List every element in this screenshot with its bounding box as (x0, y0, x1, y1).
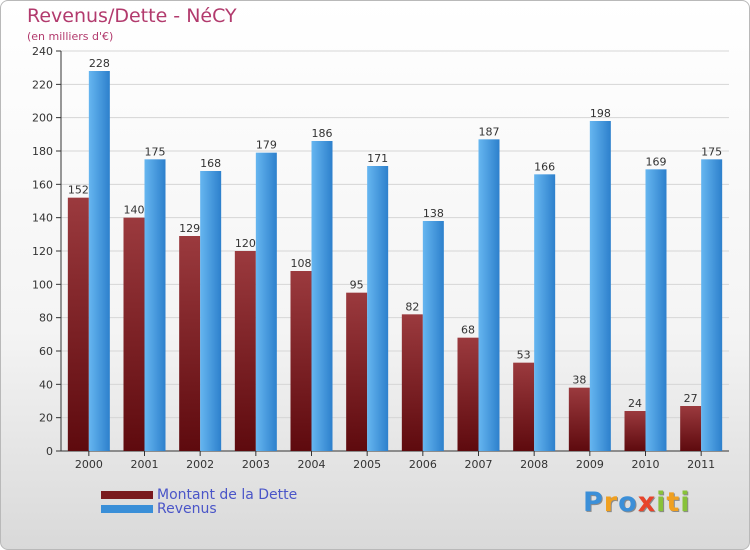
data-label-revenus-2006: 138 (423, 207, 444, 220)
data-label-debt-2000: 152 (68, 184, 89, 197)
bar-debt-2004 (290, 271, 312, 451)
logo-letter-4: i (656, 487, 667, 518)
y-tick-label-20: 20 (39, 412, 53, 425)
bar-debt-2002 (179, 236, 201, 451)
x-tick-label-2006: 2006 (409, 458, 437, 471)
bar-debt-2007 (457, 337, 479, 451)
bar-revenus-2010 (645, 169, 667, 452)
bar-debt-2005 (346, 292, 368, 451)
x-tick-label-2011: 2011 (687, 458, 715, 471)
y-tick-label-240: 240 (32, 45, 53, 58)
logo-letter-1: r (603, 487, 619, 518)
x-tick-label-2009: 2009 (576, 458, 604, 471)
legend-label-debt: Montant de la Dette (157, 487, 298, 503)
x-tick-label-2008: 2008 (520, 458, 548, 471)
chart-title: Revenus/Dette - NéCY (27, 5, 237, 27)
data-label-debt-2003: 120 (235, 237, 256, 250)
y-tick-label-80: 80 (39, 312, 53, 325)
bar-revenus-2001 (144, 159, 166, 452)
x-tick-label-2010: 2010 (632, 458, 660, 471)
legend-item-revenus: Revenus (101, 501, 217, 517)
x-tick-label-2004: 2004 (298, 458, 326, 471)
data-label-debt-2005: 95 (350, 279, 364, 292)
data-label-revenus-2001: 175 (145, 145, 166, 158)
bar-revenus-2007 (478, 139, 500, 452)
data-label-revenus-2007: 187 (479, 125, 500, 138)
bar-revenus-2005 (367, 166, 389, 451)
bar-revenus-2000 (88, 71, 110, 451)
y-tick-label-120: 120 (32, 245, 53, 258)
bar-debt-2009 (568, 387, 590, 451)
bar-debt-2008 (513, 362, 535, 451)
data-label-debt-2010: 24 (628, 397, 642, 410)
bar-revenus-2011 (701, 159, 723, 452)
logo-letter-3: x (637, 487, 657, 518)
data-label-debt-2008: 53 (517, 349, 531, 362)
bar-debt-2003 (234, 251, 256, 451)
x-tick-label-2003: 2003 (242, 458, 270, 471)
legend-swatch-debt (101, 491, 153, 499)
bar-revenus-2009 (589, 121, 611, 451)
bar-debt-2006 (401, 314, 423, 451)
legend-item-debt: Montant de la Dette (101, 487, 298, 503)
data-label-debt-2004: 108 (291, 257, 312, 270)
data-label-revenus-2005: 171 (367, 152, 388, 165)
proxiti-logo: Proxiti (583, 487, 691, 518)
bar-debt-2010 (624, 411, 646, 451)
bar-revenus-2004 (311, 141, 333, 451)
x-tick-label-2002: 2002 (186, 458, 214, 471)
logo-letter-0: P (583, 487, 604, 518)
x-tick-label-2005: 2005 (353, 458, 381, 471)
data-label-debt-2006: 82 (405, 300, 419, 313)
data-label-revenus-2008: 166 (534, 160, 555, 173)
data-label-revenus-2003: 179 (256, 139, 277, 152)
bar-revenus-2002 (200, 171, 222, 451)
bar-debt-2011 (680, 406, 702, 451)
data-label-debt-2011: 27 (684, 392, 698, 405)
data-label-revenus-2010: 169 (646, 155, 667, 168)
logo-letter-2: o (618, 487, 638, 518)
y-tick-label-220: 220 (32, 78, 53, 91)
bar-revenus-2008 (534, 174, 556, 452)
legend-swatch-revenus (101, 505, 153, 513)
x-tick-label-2000: 2000 (75, 458, 103, 471)
y-tick-label-180: 180 (32, 145, 53, 158)
data-label-debt-2001: 140 (124, 204, 145, 217)
y-tick-label-40: 40 (39, 378, 53, 391)
y-tick-label-100: 100 (32, 278, 53, 291)
data-label-debt-2002: 129 (179, 222, 200, 235)
y-tick-label-60: 60 (39, 345, 53, 358)
x-tick-label-2007: 2007 (465, 458, 493, 471)
data-label-revenus-2009: 198 (590, 107, 611, 120)
data-label-revenus-2000: 228 (89, 57, 110, 70)
legend-label-revenus: Revenus (157, 501, 217, 517)
logo-letter-6: i (680, 487, 691, 518)
bar-revenus-2006 (422, 221, 444, 451)
data-label-revenus-2011: 175 (701, 145, 722, 158)
data-label-debt-2007: 68 (461, 324, 475, 337)
data-label-revenus-2004: 186 (312, 127, 333, 140)
y-tick-label-0: 0 (46, 445, 53, 458)
chart-subtitle: (en milliers d'€) (27, 30, 114, 43)
data-label-debt-2009: 38 (572, 374, 586, 387)
y-tick-label-200: 200 (32, 112, 53, 125)
x-tick-label-2001: 2001 (131, 458, 159, 471)
bar-debt-2000 (67, 197, 89, 451)
bar-revenus-2003 (255, 152, 277, 451)
logo-letter-5: t (666, 487, 681, 518)
data-label-revenus-2002: 168 (200, 157, 221, 170)
bar-debt-2001 (123, 217, 145, 451)
y-tick-label-140: 140 (32, 212, 53, 225)
y-tick-label-160: 160 (32, 178, 53, 191)
